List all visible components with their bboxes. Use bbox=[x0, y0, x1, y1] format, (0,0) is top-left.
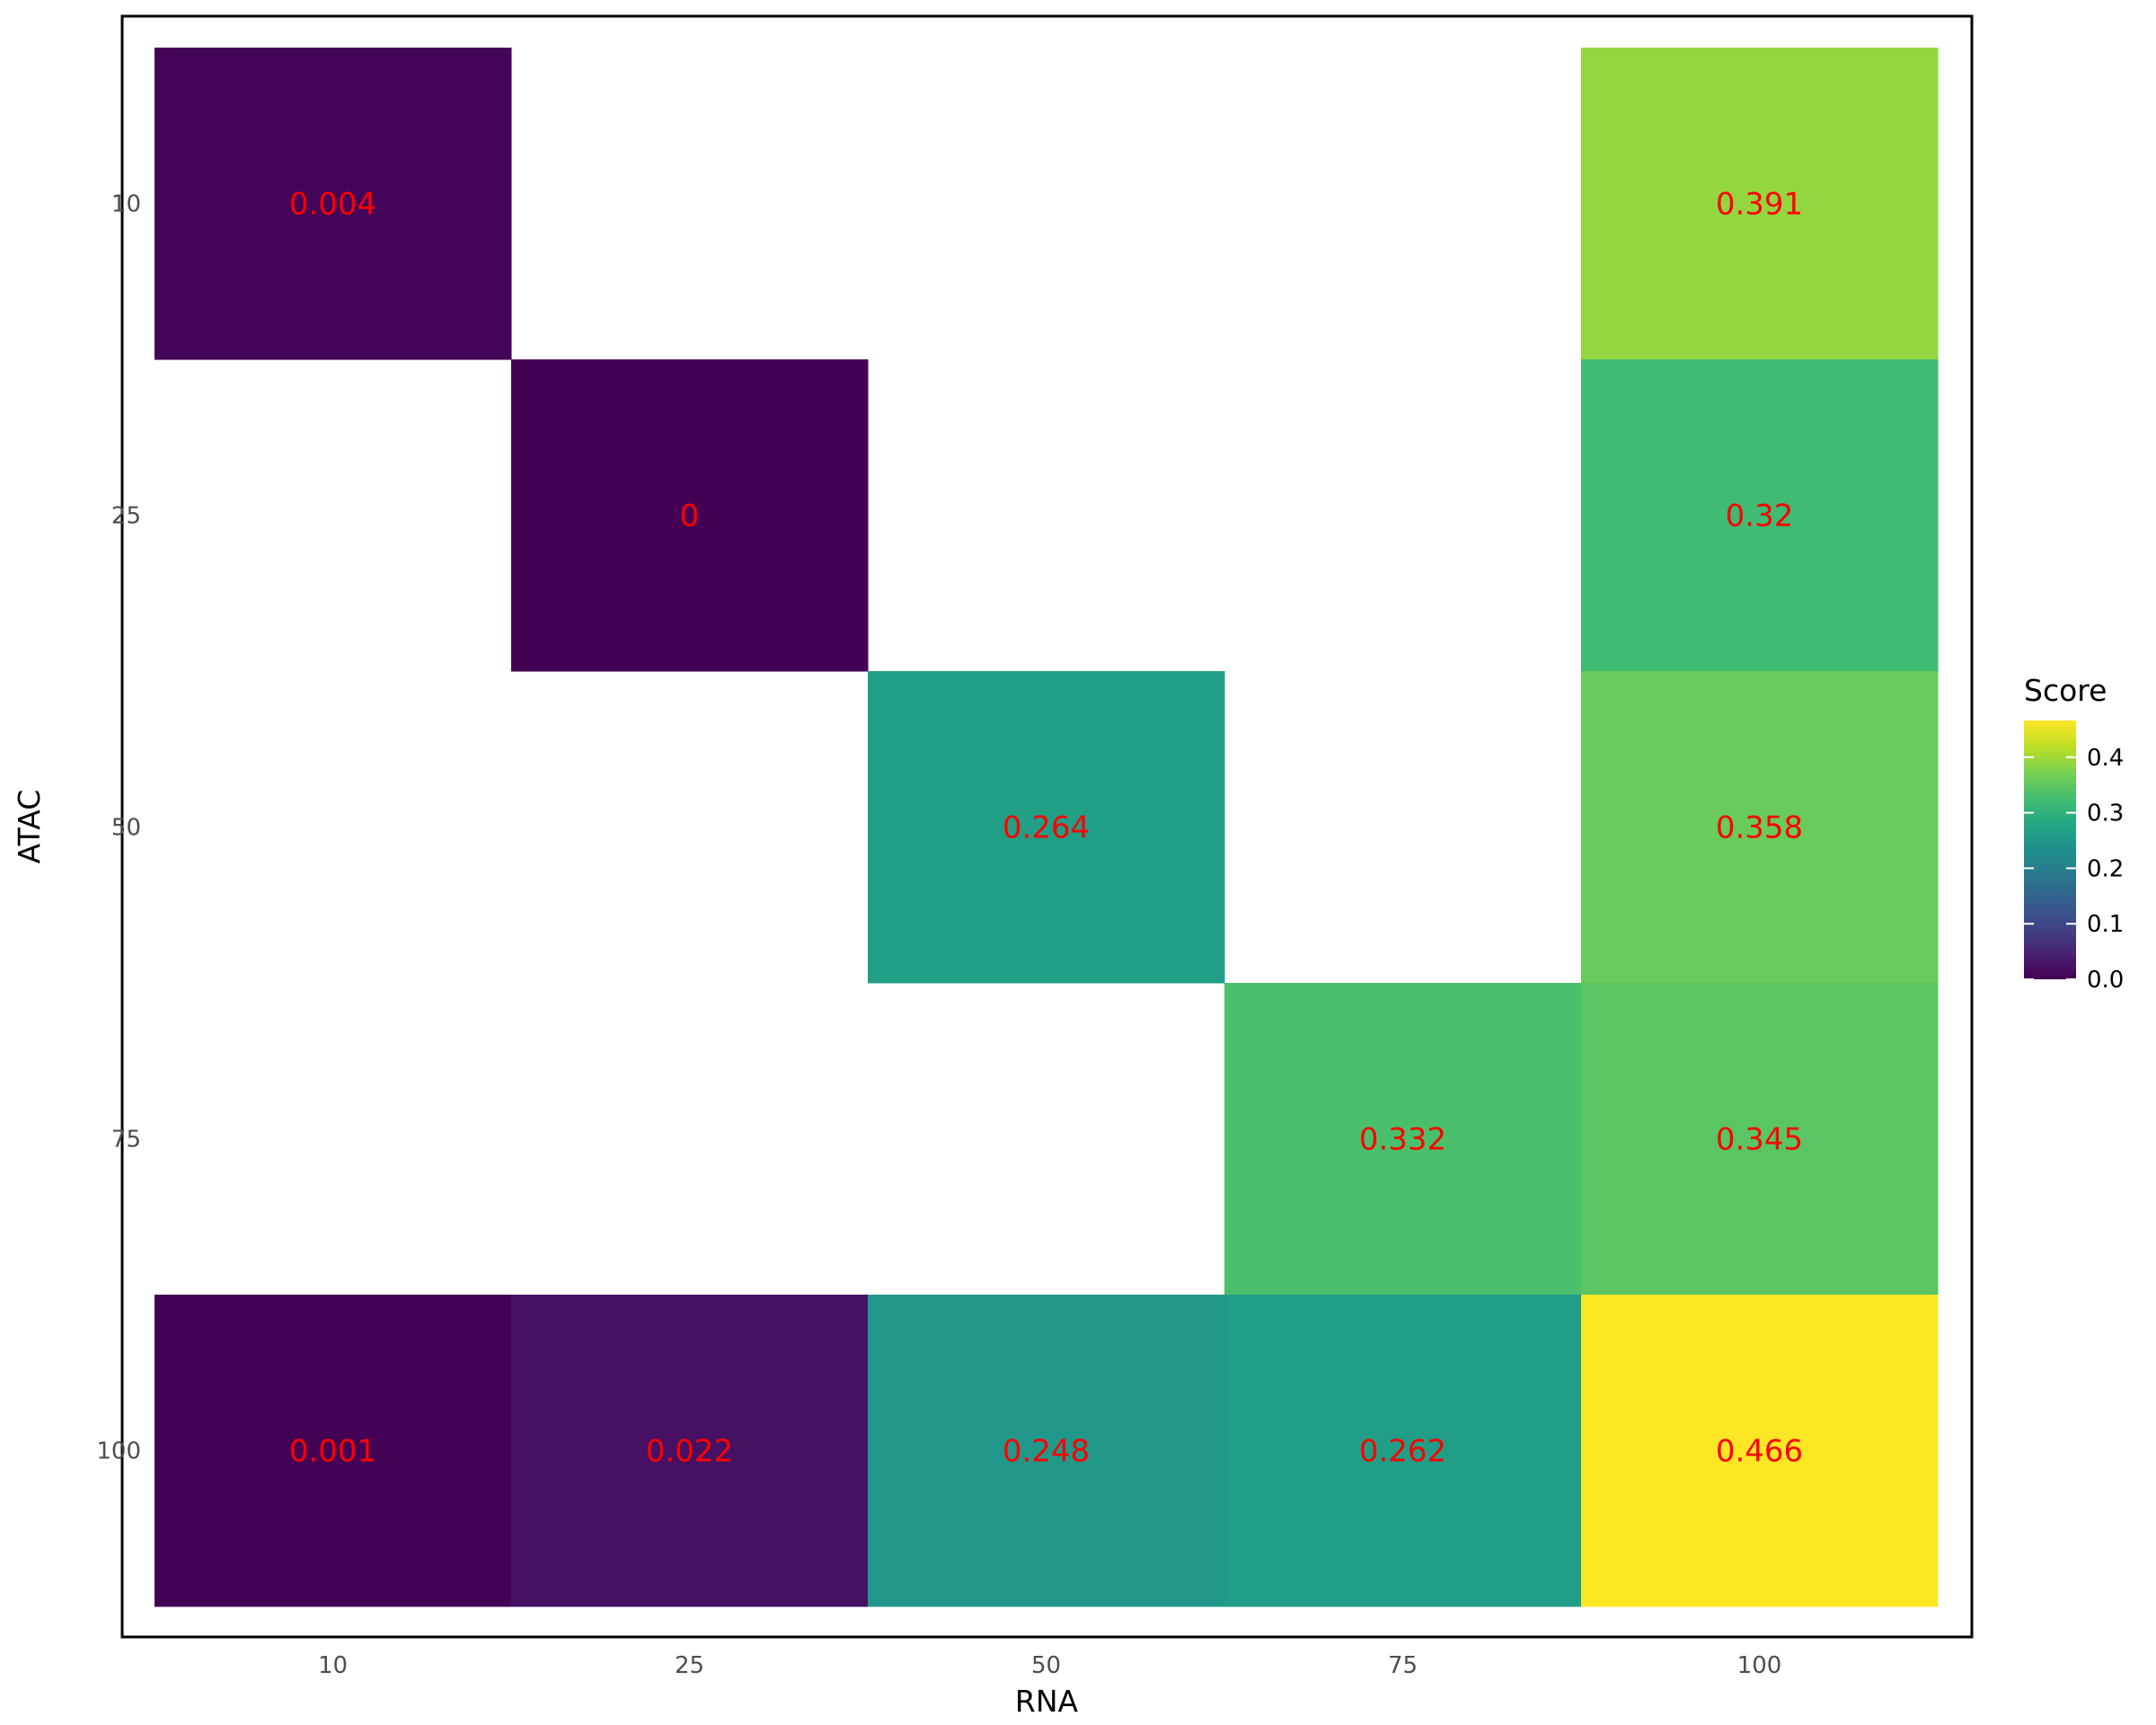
y-axis-title: ATAC bbox=[12, 790, 47, 864]
y-tick-label: 50 bbox=[111, 815, 141, 842]
heatmap-cell bbox=[155, 48, 512, 360]
color-legend: Score 0.0 0.1 0.2 0.3 0.4 bbox=[2024, 673, 2124, 994]
legend-tick-label: 0.0 bbox=[2087, 967, 2124, 994]
legend-tick-label: 0.3 bbox=[2087, 801, 2124, 827]
cell-value-label: 0.345 bbox=[1716, 1122, 1803, 1158]
legend-tick-label: 0.4 bbox=[2087, 745, 2124, 772]
heatmap-cell bbox=[511, 359, 869, 672]
y-tick-label: 75 bbox=[111, 1127, 141, 1154]
cell-value-label: 0.466 bbox=[1716, 1434, 1803, 1470]
cell-value-label: 0.001 bbox=[289, 1434, 376, 1470]
heatmap-cell bbox=[1224, 1295, 1582, 1607]
heatmap-cell bbox=[1581, 48, 1939, 360]
x-tick-label: 100 bbox=[1737, 1652, 1782, 1679]
heatmap-cell-labels: 0.004 0.391 0 0.32 0.264 0.358 0.332 0.345 0.001… bbox=[289, 187, 1803, 1470]
cell-value-label: 0.262 bbox=[1359, 1434, 1446, 1470]
y-tick-label: 25 bbox=[111, 503, 141, 530]
heatmap-cell bbox=[511, 1295, 869, 1607]
legend-tick-label: 0.1 bbox=[2087, 911, 2124, 938]
y-tick-label: 10 bbox=[111, 191, 141, 218]
heatmap-cell bbox=[1581, 983, 1939, 1296]
heatmap-cells bbox=[155, 48, 1939, 1607]
heatmap-cell bbox=[868, 1295, 1225, 1607]
x-tick-label: 25 bbox=[675, 1652, 704, 1679]
cell-value-label: 0 bbox=[680, 499, 700, 535]
legend-title: Score bbox=[2024, 673, 2107, 708]
cell-value-label: 0.264 bbox=[1003, 810, 1090, 846]
x-tick-label: 75 bbox=[1388, 1652, 1418, 1679]
cell-value-label: 0.391 bbox=[1716, 187, 1803, 223]
cell-value-label: 0.358 bbox=[1716, 810, 1803, 846]
heatmap-cell bbox=[1581, 1295, 1939, 1607]
heatmap-cell bbox=[1581, 671, 1939, 984]
cell-value-label: 0.022 bbox=[646, 1434, 733, 1470]
x-tick-label: 10 bbox=[318, 1652, 348, 1679]
y-axis-ticks: 10 25 50 75 100 bbox=[96, 191, 141, 1465]
legend-colorbar bbox=[2024, 721, 2076, 979]
legend-ticks: 0.0 0.1 0.2 0.3 0.4 bbox=[2024, 745, 2124, 994]
heatmap-cell bbox=[1224, 983, 1582, 1296]
y-tick-label: 100 bbox=[96, 1438, 141, 1465]
legend-tick-label: 0.2 bbox=[2087, 855, 2124, 882]
x-axis-title: RNA bbox=[1015, 1684, 1079, 1719]
cell-value-label: 0.332 bbox=[1359, 1122, 1446, 1158]
heatmap-cell bbox=[1581, 359, 1939, 672]
cell-value-label: 0.248 bbox=[1003, 1434, 1090, 1470]
cell-value-label: 0.004 bbox=[289, 187, 376, 223]
cell-value-label: 0.32 bbox=[1726, 499, 1794, 535]
x-axis-ticks: 10 25 50 75 100 bbox=[318, 1652, 1781, 1679]
panel-border bbox=[120, 14, 1974, 1639]
x-tick-label: 50 bbox=[1031, 1652, 1061, 1679]
heatmap-cell bbox=[155, 1295, 512, 1607]
heatmap-cell bbox=[868, 671, 1225, 984]
